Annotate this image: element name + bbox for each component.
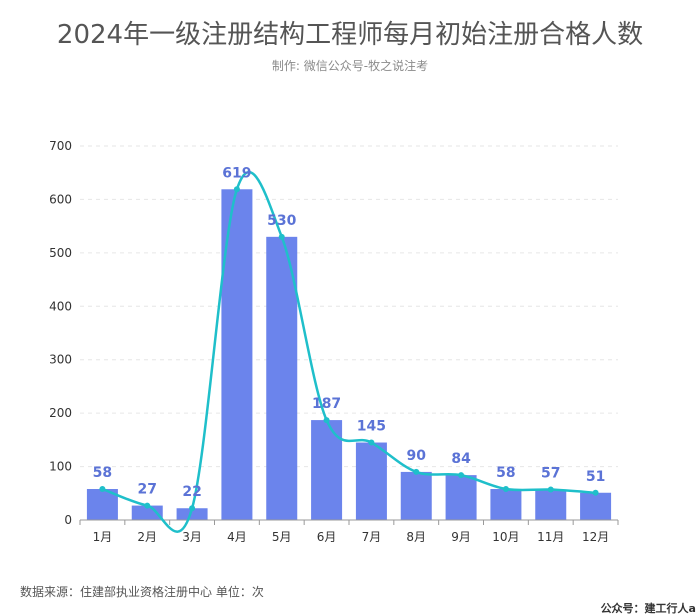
x-tick-label: 7月	[362, 530, 382, 544]
trend-point-12	[592, 489, 599, 496]
trend-point-10	[502, 486, 509, 493]
bar-9	[445, 475, 477, 520]
data-label-6: 187	[312, 396, 341, 412]
trend-point-2	[144, 502, 151, 509]
y-tick-label: 200	[49, 406, 72, 420]
data-label-5: 530	[267, 213, 296, 229]
trend-point-3	[189, 505, 196, 512]
bar-12	[580, 492, 612, 520]
data-label-4: 619	[222, 165, 251, 181]
x-tick-label: 10月	[492, 530, 519, 544]
data-label-1: 58	[93, 465, 112, 481]
data-label-8: 90	[407, 448, 427, 464]
y-tick-label: 100	[49, 460, 72, 474]
brand-watermark: 公众号：建工行人a	[600, 602, 696, 615]
x-tick-label: 6月	[317, 530, 337, 544]
trend-point-8	[413, 468, 420, 475]
bar-8	[400, 471, 432, 520]
bar-10	[490, 489, 522, 520]
data-label-7: 145	[357, 419, 386, 435]
bar-5	[266, 236, 298, 521]
bar-3	[176, 508, 208, 520]
y-tick-label: 700	[49, 139, 72, 153]
bar-7	[355, 442, 387, 520]
y-tick-label: 600	[49, 192, 72, 206]
trend-line	[101, 171, 596, 533]
chart-subtitle: 制作: 微信公众号-牧之说注考	[271, 59, 429, 73]
bar-11	[535, 489, 567, 520]
data-source-note: 数据来源：住建部执业资格注册中心 单位：次	[20, 585, 264, 599]
x-tick-label: 9月	[451, 530, 471, 544]
x-tick-label: 4月	[227, 530, 247, 544]
chart-title: 2024年一级注册结构工程师每月初始注册合格人数	[56, 20, 644, 50]
y-tick-label: 0	[64, 513, 72, 527]
x-tick-label: 3月	[182, 530, 202, 544]
y-tick-label: 500	[49, 246, 72, 260]
trend-point-11	[547, 486, 554, 493]
x-tick-label: 2月	[137, 530, 157, 544]
trend-point-4	[233, 186, 240, 193]
bar-4	[221, 189, 253, 520]
data-label-11: 57	[541, 466, 560, 482]
x-tick-label: 12月	[582, 530, 609, 544]
data-label-9: 84	[451, 451, 471, 467]
x-tick-label: 1月	[93, 530, 113, 544]
trend-point-5	[278, 233, 285, 240]
x-tick-label: 11月	[537, 530, 564, 544]
data-label-2: 27	[138, 482, 157, 498]
y-tick-label: 300	[49, 353, 72, 367]
y-tick-label: 400	[49, 299, 72, 313]
trend-point-6	[323, 417, 330, 424]
data-label-3: 22	[182, 484, 201, 500]
trend-point-9	[458, 472, 465, 479]
bar-2	[131, 505, 163, 520]
x-tick-label: 5月	[272, 530, 292, 544]
data-label-12: 51	[586, 469, 605, 485]
trend-point-7	[368, 439, 375, 446]
data-label-10: 58	[496, 465, 515, 481]
x-tick-label: 8月	[406, 530, 426, 544]
trend-point-1	[99, 486, 106, 493]
